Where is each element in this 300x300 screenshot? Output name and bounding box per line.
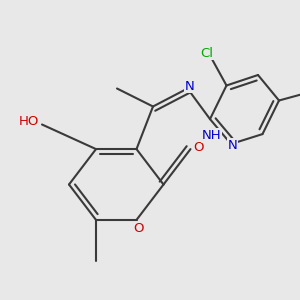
Text: HO: HO (19, 115, 39, 128)
Text: Cl: Cl (200, 46, 214, 60)
Text: N: N (185, 80, 195, 93)
Text: N: N (228, 139, 237, 152)
Text: O: O (193, 141, 203, 154)
Text: O: O (133, 222, 143, 236)
Text: NH: NH (202, 129, 221, 142)
